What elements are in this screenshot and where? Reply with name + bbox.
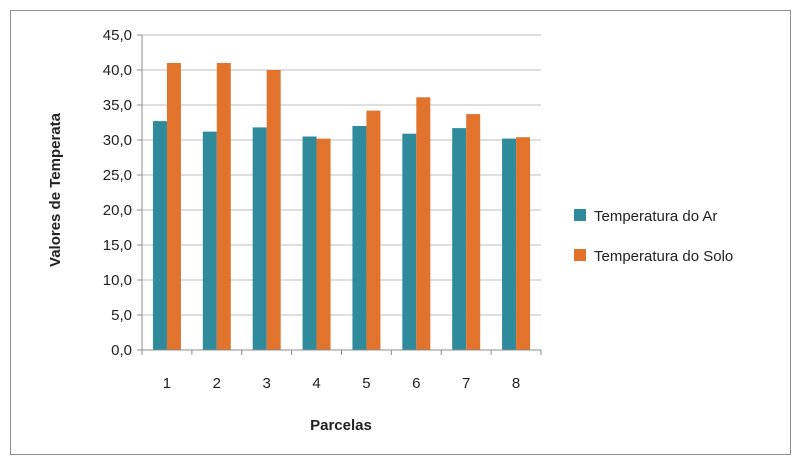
bar-soil-3 (266, 70, 281, 350)
x-tick-label: 2 (213, 375, 221, 392)
bars (152, 63, 531, 351)
x-tick-label: 8 (512, 375, 520, 392)
y-tick-labels: 0,0 5,0 10,0 15,0 20,0 25,0 30,0 35,0 40,0 45,0 (103, 27, 132, 359)
x-tick-label: 5 (362, 375, 370, 392)
bar-soil-4 (316, 138, 331, 350)
bar-soil-2 (216, 63, 231, 350)
legend-label-soil: Temperatura do Solo (594, 248, 733, 265)
x-tick-label: 1 (163, 375, 171, 392)
y-axis-title: Valores de Temperata (47, 112, 64, 267)
y-tick-label: 40,0 (103, 62, 132, 79)
y-tick-label: 30,0 (103, 132, 132, 149)
y-tick-label: 45,0 (103, 27, 132, 44)
bar-air-3 (252, 127, 267, 351)
bar-air-5 (352, 126, 367, 350)
y-tick-label: 5,0 (111, 307, 132, 324)
legend-swatch-air (574, 209, 586, 221)
y-tick-label: 15,0 (103, 237, 132, 254)
y-tick-label: 25,0 (103, 167, 132, 184)
bar-soil-5 (366, 110, 381, 350)
chart-frame (10, 10, 791, 455)
bar-soil-6 (416, 97, 431, 350)
x-tick-label: 3 (263, 375, 271, 392)
axes (141, 35, 542, 355)
bar-air-4 (302, 136, 317, 350)
gridlines (137, 34, 541, 351)
bar-air-2 (202, 131, 217, 350)
x-axis-title: Parcelas (310, 417, 372, 434)
legend: Temperatura do Ar Temperatura do Solo (574, 208, 733, 265)
bar-air-7 (452, 128, 467, 350)
bar-soil-7 (466, 114, 481, 350)
x-tick-label: 6 (412, 375, 420, 392)
x-tick-label: 7 (462, 375, 470, 392)
bar-air-6 (402, 133, 417, 350)
bar-soil-1 (166, 63, 181, 350)
x-tick-labels: 1 2 3 4 5 6 7 8 (163, 375, 520, 392)
y-tick-label: 0,0 (111, 342, 132, 359)
bar-air-1 (152, 121, 167, 350)
legend-label-air: Temperatura do Ar (594, 208, 717, 225)
bar-soil-8 (516, 137, 531, 350)
bar-air-8 (502, 138, 517, 350)
y-tick-label: 35,0 (103, 97, 132, 114)
y-tick-label: 20,0 (103, 202, 132, 219)
legend-swatch-soil (574, 249, 586, 261)
y-tick-label: 10,0 (103, 272, 132, 289)
x-tick-label: 4 (312, 375, 320, 392)
